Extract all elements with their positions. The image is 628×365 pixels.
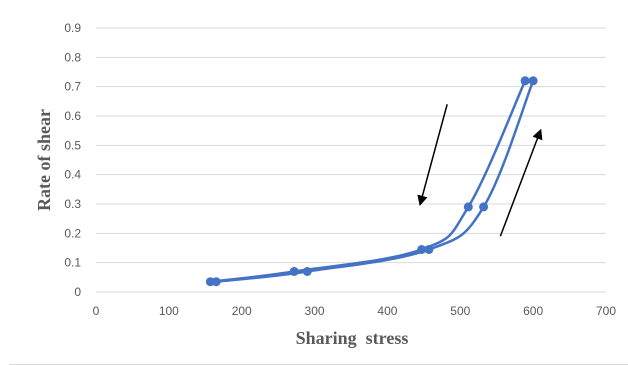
x-tick-label: 200 xyxy=(232,304,252,318)
data-point xyxy=(302,266,312,276)
y-tick-label: 0.5 xyxy=(64,138,81,152)
data-point xyxy=(211,277,221,287)
x-tick-label: 600 xyxy=(523,304,543,318)
y-tick-label: 0.9 xyxy=(64,21,81,35)
y-tick-label: 0.7 xyxy=(64,80,81,94)
x-tick-label: 500 xyxy=(450,304,470,318)
data-point xyxy=(289,266,299,276)
x-tick-label: 700 xyxy=(596,304,616,318)
data-point xyxy=(463,202,473,212)
gridlines xyxy=(96,27,606,293)
series-line-1 xyxy=(210,80,527,283)
arrow-up xyxy=(499,128,543,237)
series-line-2 xyxy=(216,80,535,283)
x-tick-label: 400 xyxy=(377,304,397,318)
x-tick-label: 100 xyxy=(159,304,179,318)
y-tick-label: 0.6 xyxy=(64,109,81,123)
x-axis-label: Sharing stress xyxy=(296,328,409,348)
data-point xyxy=(528,76,538,86)
arrow-down xyxy=(417,104,448,207)
x-tick-labels: 0 100 200 300 400 500 600 700 xyxy=(93,304,617,318)
x-tick-label: 0 xyxy=(93,304,100,318)
y-tick-label: 0.8 xyxy=(64,50,81,64)
series-group xyxy=(205,76,538,287)
annotation-arrows xyxy=(417,104,543,237)
y-tick-label: 0.4 xyxy=(64,168,81,182)
data-point xyxy=(424,244,434,254)
data-point xyxy=(417,244,427,254)
y-tick-label: 0.2 xyxy=(64,226,81,240)
y-tick-label: 0.3 xyxy=(64,197,81,211)
data-point xyxy=(479,202,489,212)
y-tick-label: 0 xyxy=(74,285,81,299)
y-tick-label: 0.1 xyxy=(64,256,81,270)
y-tick-labels: 0 0.1 0.2 0.3 0.4 0.5 0.6 0.7 0.8 0.9 xyxy=(64,21,81,299)
data-point xyxy=(520,76,530,86)
x-tick-label: 300 xyxy=(305,304,325,318)
y-axis-label: Rate of shear xyxy=(34,109,54,211)
